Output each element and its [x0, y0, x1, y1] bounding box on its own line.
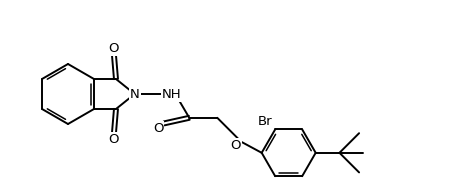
Text: NH: NH — [162, 87, 181, 101]
Text: O: O — [109, 133, 119, 146]
Text: O: O — [109, 42, 119, 55]
Text: N: N — [130, 87, 140, 101]
Text: Br: Br — [258, 115, 273, 128]
Text: O: O — [230, 139, 240, 152]
Text: O: O — [153, 122, 164, 135]
